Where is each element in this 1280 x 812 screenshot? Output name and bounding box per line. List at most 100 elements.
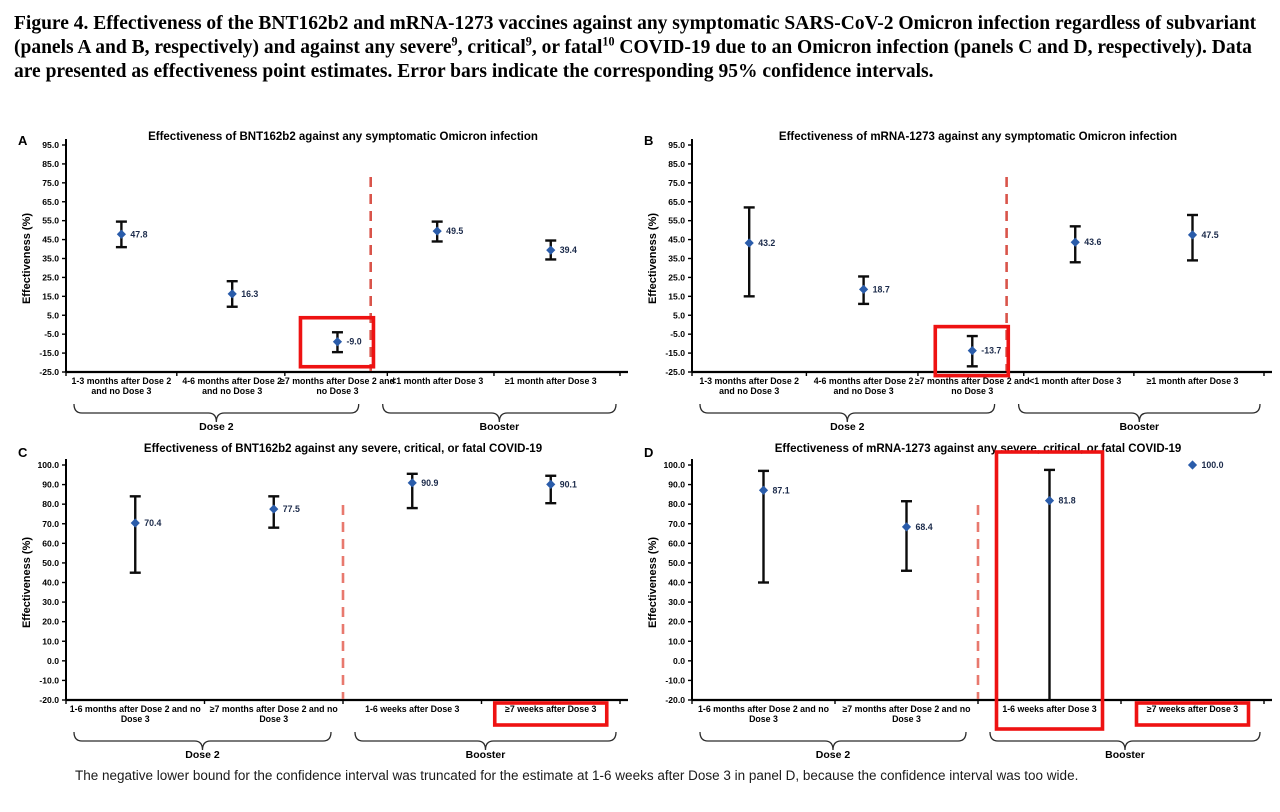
y-tick-label: 85.0 <box>668 159 685 169</box>
x-category-label: ≥7 months after Dose 2 and <box>280 376 395 386</box>
group-label: Dose 2 <box>830 421 865 433</box>
x-category-label: ≥7 months after Dose 2 and no <box>210 704 339 714</box>
y-tick-label: 55.0 <box>42 216 59 226</box>
data-point-label: 100.0 <box>1202 460 1224 470</box>
group-label: Booster <box>1119 421 1159 433</box>
y-tick-label: -25.0 <box>665 367 685 377</box>
y-tick-label: 30.0 <box>668 597 685 607</box>
y-tick-label: 60.0 <box>42 538 59 548</box>
data-point-marker <box>269 504 279 514</box>
data-point-marker <box>546 479 556 489</box>
data-point-marker <box>901 522 912 532</box>
y-tick-label: 70.0 <box>42 519 59 529</box>
data-point-marker <box>967 346 977 356</box>
x-category-label: Dose 3 <box>892 714 921 724</box>
highlight-box <box>994 450 1105 731</box>
y-tick-label: 5.0 <box>47 310 59 320</box>
x-category-label: ≥7 months after Dose 2 and <box>915 376 1030 386</box>
group-label: Dose 2 <box>199 421 234 433</box>
y-tick-label: -15.0 <box>39 348 59 358</box>
y-tick-label: 0.0 <box>673 656 685 666</box>
data-point-marker <box>744 238 754 248</box>
y-tick-label: 10.0 <box>668 636 685 646</box>
data-point-marker <box>546 245 556 255</box>
footnote-ref-10-icon: 10 <box>602 34 615 49</box>
data-point-marker <box>332 337 343 347</box>
y-tick-label: 45.0 <box>668 235 685 245</box>
data-point-label: 16.3 <box>241 289 258 299</box>
group-brace <box>699 403 996 423</box>
panel-letter: D <box>644 445 653 460</box>
x-category-label: ≥7 months after Dose 2 and no <box>842 704 971 714</box>
y-tick-label: 0.0 <box>47 656 59 666</box>
y-tick-label: 25.0 <box>668 272 685 282</box>
data-point-label: 77.5 <box>283 504 300 514</box>
chart-title: Effectiveness of BNT162b2 against any se… <box>144 443 542 455</box>
data-point-label: 47.5 <box>1202 230 1219 240</box>
footnote-ref-9-icon: 9 <box>451 34 458 49</box>
data-point-label: 68.4 <box>916 522 933 532</box>
x-category-label: 4-6 months after Dose 2 <box>182 376 282 386</box>
x-category-label: ≥7 weeks after Dose 3 <box>505 704 596 714</box>
panel-c-chart: C Effectiveness of BNT162b2 against any s… <box>18 443 628 761</box>
y-tick-label: -15.0 <box>665 348 685 358</box>
panel-d-chart: D Effectiveness of mRNA-1273 against any … <box>644 443 1272 761</box>
highlight-box <box>1134 701 1251 727</box>
data-point-marker <box>432 226 442 236</box>
x-category-label: no Dose 3 <box>316 386 358 396</box>
y-tick-label: 10.0 <box>42 636 59 646</box>
group-label: Booster <box>1105 749 1145 761</box>
data-point-label: 18.7 <box>873 284 890 294</box>
highlight-box <box>492 701 609 727</box>
y-tick-label: -20.0 <box>39 695 59 705</box>
y-tick-label: 30.0 <box>42 597 59 607</box>
x-category-label: 1-6 weeks after Dose 3 <box>1002 704 1096 714</box>
data-point-marker <box>227 289 237 299</box>
panel-letter: B <box>644 133 653 148</box>
y-axis-title: Effectiveness (%) <box>21 213 33 304</box>
data-point-label: 43.2 <box>758 238 775 248</box>
panel-letter: A <box>18 133 28 148</box>
y-tick-label: -25.0 <box>39 367 59 377</box>
x-category-label: <1 month after Dose 3 <box>391 376 483 386</box>
group-label: Booster <box>466 749 506 761</box>
y-axis-title: Effectiveness (%) <box>647 213 659 304</box>
y-tick-label: 80.0 <box>42 499 59 509</box>
data-point-marker <box>859 284 869 294</box>
group-brace <box>354 731 617 751</box>
figure-title-text: , critical <box>457 36 526 58</box>
data-point-marker <box>1187 230 1198 240</box>
y-tick-label: 60.0 <box>668 538 685 548</box>
group-brace <box>73 731 332 751</box>
x-category-label: 4-6 months after Dose 2 <box>814 376 914 386</box>
highlight-box <box>933 324 1011 378</box>
data-point-label: 90.9 <box>421 478 438 488</box>
y-tick-label: 70.0 <box>668 519 685 529</box>
x-category-label: Dose 3 <box>121 714 150 724</box>
x-category-label: no Dose 3 <box>951 386 993 396</box>
x-category-label: 1-3 months after Dose 2 <box>699 376 799 386</box>
y-tick-label: -10.0 <box>665 675 685 685</box>
x-category-label: 1-6 weeks after Dose 3 <box>365 704 459 714</box>
chart-title: Effectiveness of mRNA-1273 against any s… <box>779 131 1177 143</box>
y-tick-label: 20.0 <box>42 617 59 627</box>
y-axis-title: Effectiveness (%) <box>21 537 33 628</box>
y-tick-label: 90.0 <box>42 480 59 490</box>
data-point-label: 81.8 <box>1059 496 1076 506</box>
y-tick-label: 45.0 <box>42 235 59 245</box>
x-category-label: and no Dose 3 <box>91 386 151 396</box>
y-tick-label: 65.0 <box>42 197 59 207</box>
figure-title-text: Figure 4. Effectiveness of the BNT162b2 … <box>14 13 1257 58</box>
y-tick-label: 40.0 <box>668 578 685 588</box>
data-point-label: 47.8 <box>130 229 147 239</box>
y-tick-label: 100.0 <box>663 460 685 470</box>
data-point-marker <box>116 229 126 239</box>
panel-b-chart: B Effectiveness of mRNA-1273 against any … <box>644 131 1272 433</box>
y-tick-label: 75.0 <box>668 178 685 188</box>
x-category-label: Dose 3 <box>749 714 778 724</box>
y-tick-label: 100.0 <box>37 460 59 470</box>
figure-title-text: , or fatal <box>531 36 603 58</box>
panel-a-chart: A Effectiveness of BNT162b2 against any s… <box>18 131 628 433</box>
